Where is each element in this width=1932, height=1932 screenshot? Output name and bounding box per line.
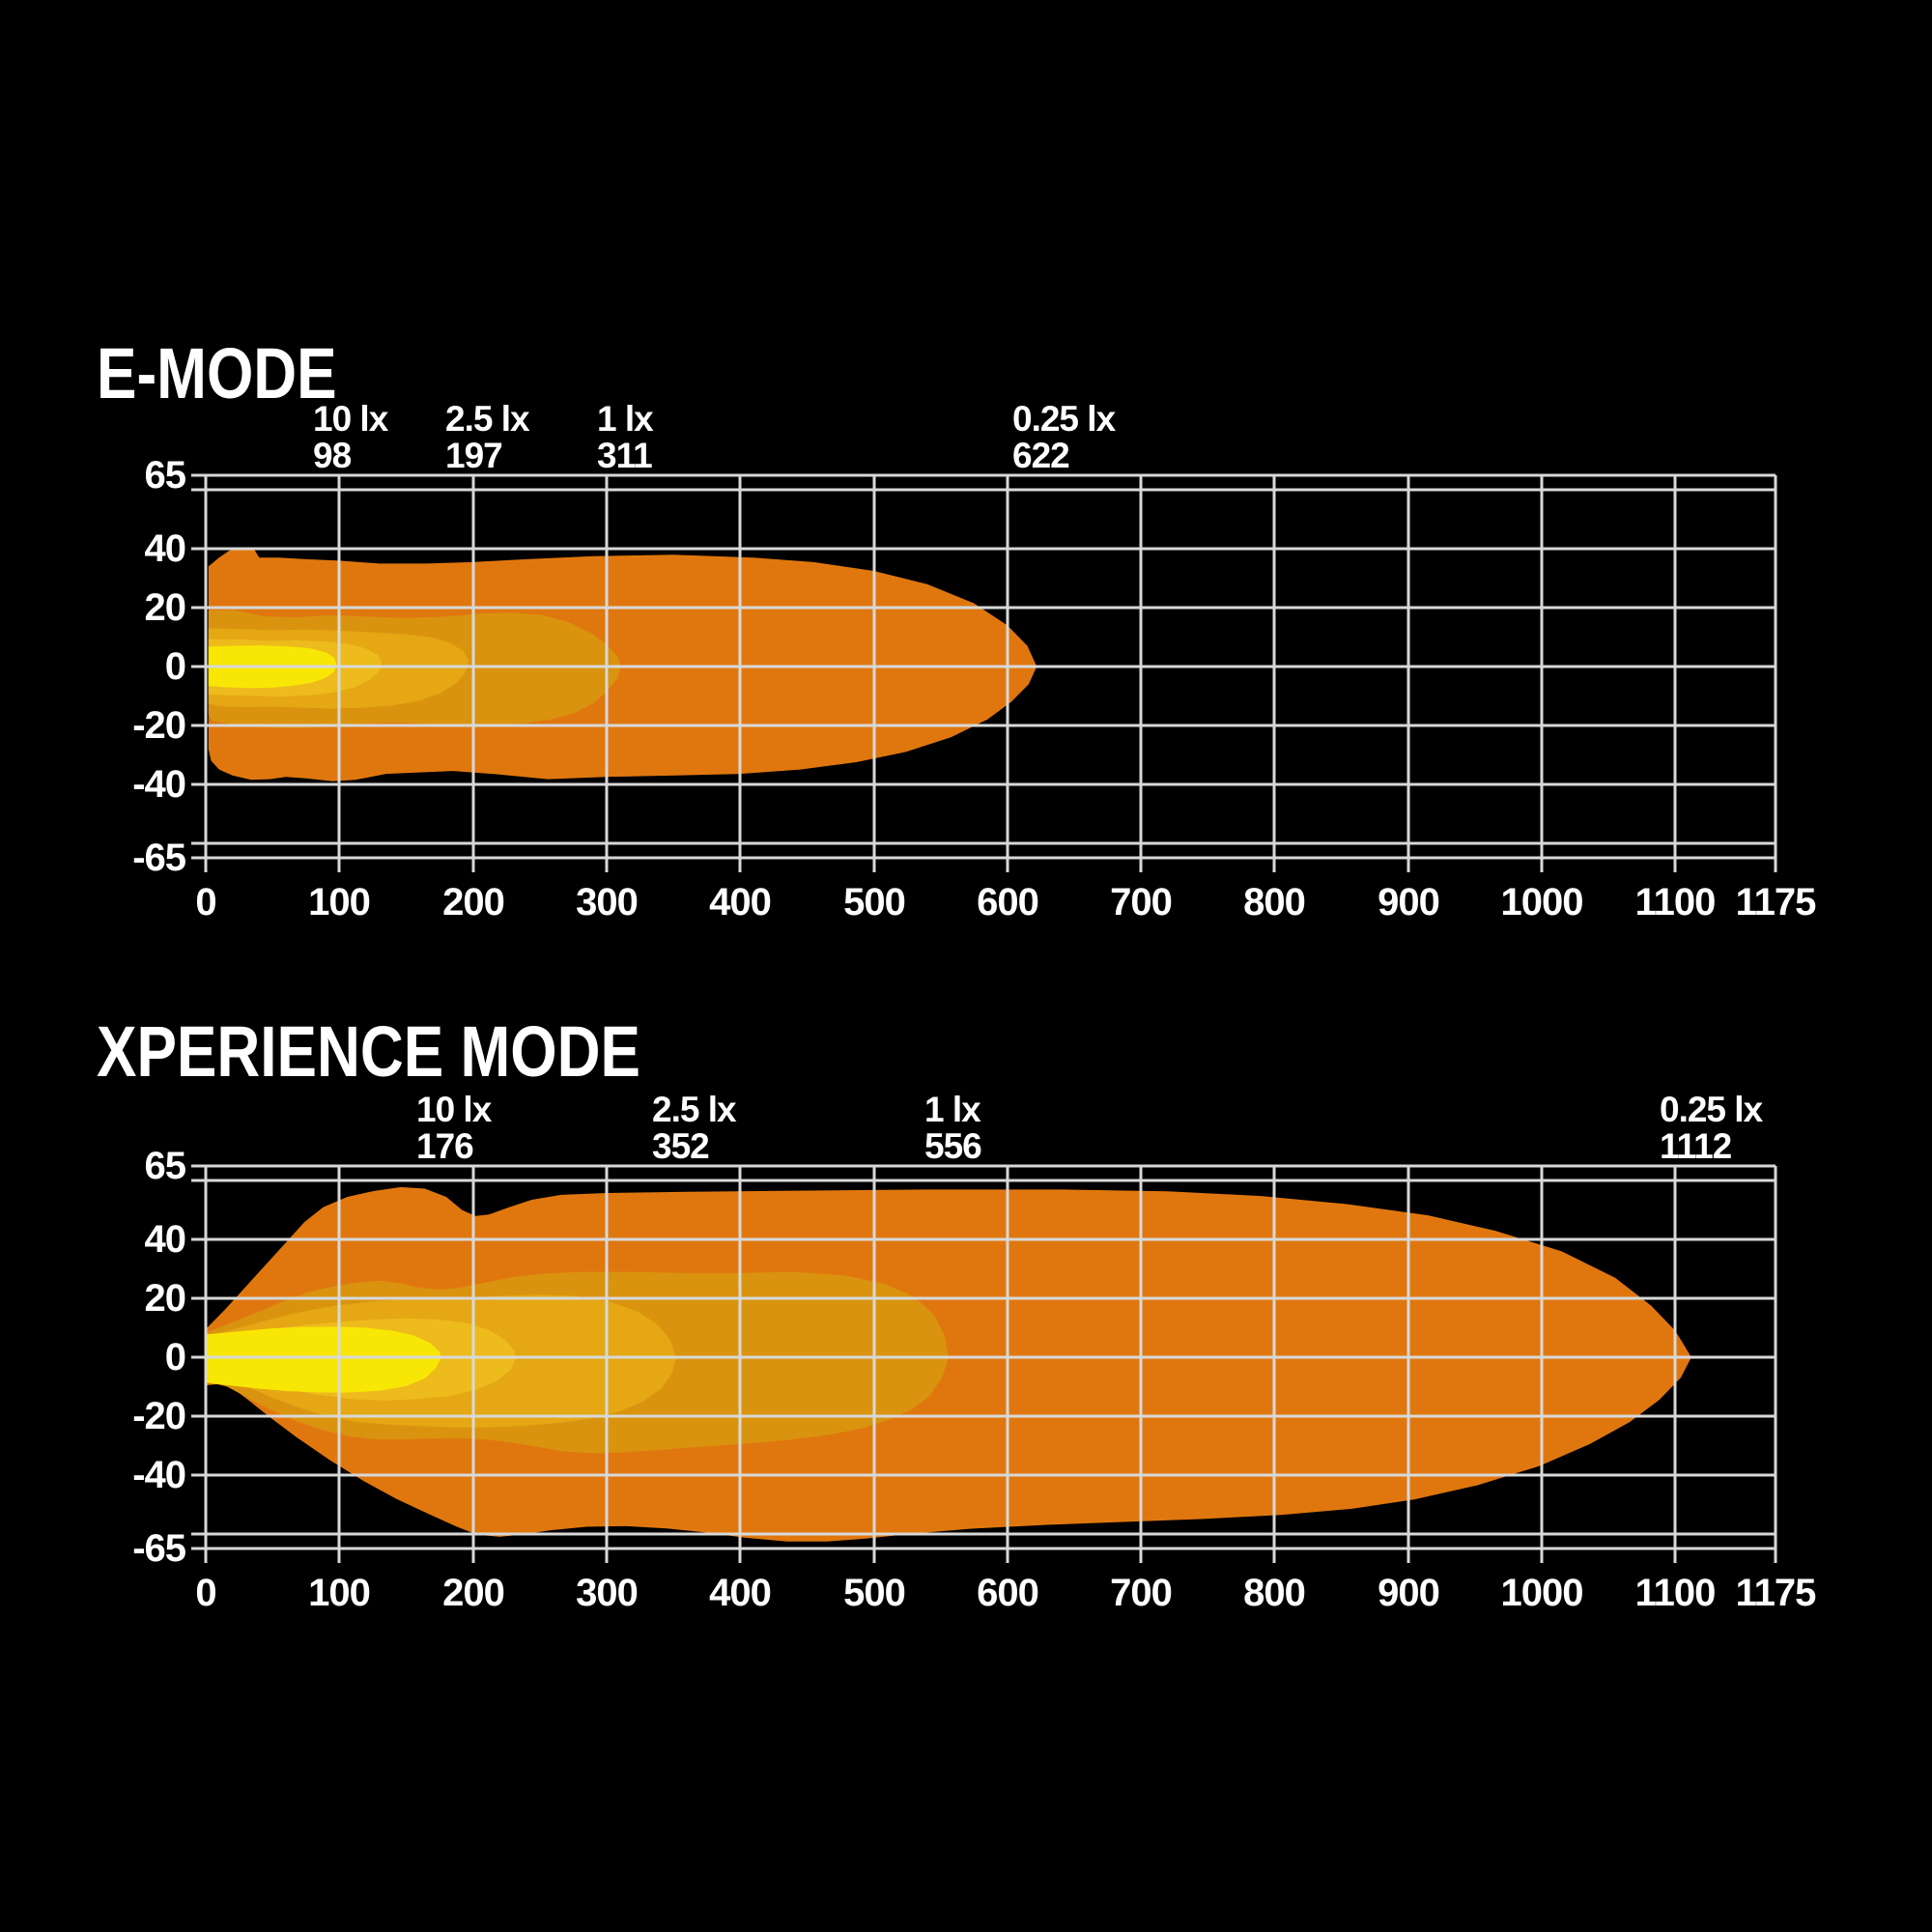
isolux-level-label: 1 lx: [924, 1090, 981, 1129]
y-axis-tick-label: 0: [164, 1336, 186, 1378]
x-axis-tick-label: 100: [308, 881, 371, 923]
isolux-annotation: 1 lx 311: [597, 399, 654, 475]
isolux-level-label: 0.25 lx: [1660, 1090, 1763, 1129]
isolux-level-label: 0.25 lx: [1012, 399, 1116, 439]
y-axis-tick-label: -20: [132, 1395, 186, 1437]
x-axis-tick-label: 700: [1110, 1572, 1173, 1614]
x-axis-tick-label: 800: [1243, 1572, 1306, 1614]
y-axis-tick-label: 20: [144, 1277, 187, 1320]
x-axis-tick-label: 300: [576, 881, 639, 923]
chart-title-xperience-mode: XPERIENCE MODE: [97, 1011, 640, 1092]
x-axis-tick-label: 200: [442, 881, 505, 923]
e-mode-grid: [191, 473, 1777, 872]
x-axis-tick-label: 1175: [1735, 881, 1817, 923]
isolux-level-label: 2.5 lx: [652, 1090, 737, 1129]
x-axis-tick-label: 600: [977, 1572, 1039, 1614]
x-axis-tick-label: 600: [977, 881, 1039, 923]
y-axis-tick-label: -20: [132, 704, 186, 747]
isolux-distance-label: 1112: [1660, 1126, 1732, 1166]
x-axis-tick-label: 400: [709, 1572, 772, 1614]
x-axis-tick-label: 400: [709, 881, 772, 923]
isolux-distance-label: 98: [313, 436, 352, 475]
isolux-level-label: 2.5 lx: [445, 399, 530, 439]
y-axis-tick-label: 65: [144, 454, 187, 497]
x-axis-tick-label: 200: [442, 1572, 505, 1614]
x-axis-tick-label: 500: [843, 1572, 906, 1614]
y-axis-tick-label: -65: [132, 837, 186, 879]
y-axis-tick-label: -40: [132, 763, 186, 806]
isolux-distance-label: 556: [924, 1126, 982, 1166]
isolux-distance-label: 622: [1012, 436, 1070, 475]
x-axis-tick-label: 1000: [1500, 1572, 1584, 1614]
xperience-mode-grid: [191, 1164, 1777, 1563]
x-axis-tick-label: 100: [308, 1572, 371, 1614]
e-mode-beam: [208, 549, 1037, 781]
x-axis-tick-label: 900: [1378, 881, 1440, 923]
xperience-mode-beam: [207, 1186, 1691, 1542]
isolux-level-label: 10 lx: [416, 1090, 492, 1129]
x-axis-tick-label: 700: [1110, 881, 1173, 923]
x-axis-tick-label: 1100: [1634, 1572, 1717, 1614]
x-axis-tick-label: 900: [1378, 1572, 1440, 1614]
isolux-annotation: 10 lx 98: [313, 399, 388, 475]
x-axis-tick-label: 1000: [1500, 881, 1584, 923]
isolux-distance-label: 352: [652, 1126, 710, 1166]
x-axis-tick-label: 0: [195, 881, 216, 923]
isolux-distance-label: 197: [445, 436, 503, 475]
x-axis-tick-label: 1100: [1634, 881, 1717, 923]
x-axis-tick-label: 0: [195, 1572, 216, 1614]
isolux-annotation: 2.5 lx 352: [652, 1090, 737, 1166]
y-axis-tick-label: 20: [144, 586, 187, 629]
y-axis-tick-label: 40: [144, 1218, 187, 1261]
isolux-annotation: 0.25 lx 622: [1012, 399, 1116, 475]
y-axis-tick-label: -40: [132, 1454, 186, 1496]
y-axis-tick-label: 65: [144, 1145, 187, 1187]
x-axis-tick-label: 500: [843, 881, 906, 923]
isolux-annotation: 10 lx 176: [416, 1090, 492, 1166]
isolux-level-label: 1 lx: [597, 399, 654, 439]
x-axis-tick-label: 1175: [1735, 1572, 1817, 1614]
isolux-annotation: 0.25 lx 1112: [1660, 1090, 1763, 1166]
x-axis-tick-label: 300: [576, 1572, 639, 1614]
y-axis-tick-label: 0: [164, 645, 186, 688]
chart-title-e-mode: E-MODE: [97, 333, 337, 413]
y-axis-tick-label: 40: [144, 527, 187, 570]
isolux-distance-label: 311: [597, 436, 653, 475]
isolux-level-label: 10 lx: [313, 399, 388, 439]
y-axis-tick-label: -65: [132, 1527, 186, 1570]
isolux-distance-label: 176: [416, 1126, 474, 1166]
isolux-annotation: 2.5 lx 197: [445, 399, 530, 475]
xperience-contour-10lx-area: [207, 1326, 441, 1393]
x-axis-tick-label: 800: [1243, 881, 1306, 923]
isolux-annotation: 1 lx 556: [924, 1090, 982, 1166]
